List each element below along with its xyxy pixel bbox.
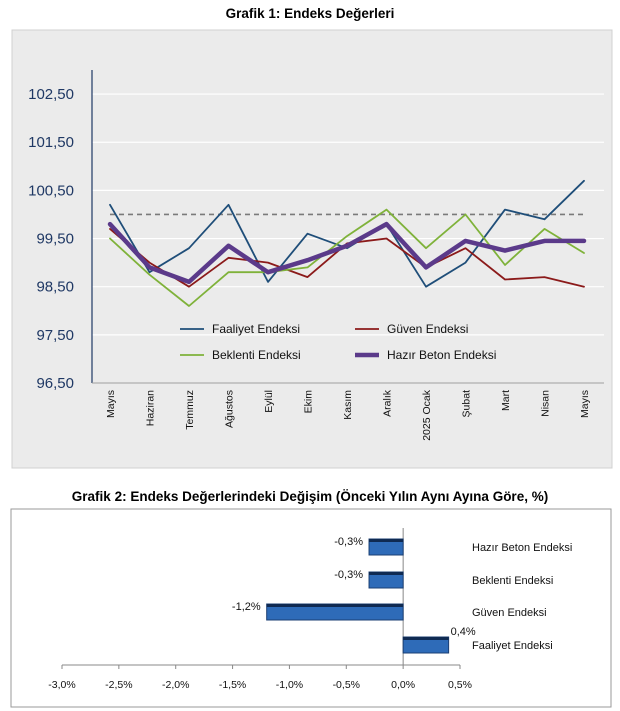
x-tick-label: -0,5%: [333, 679, 360, 691]
series-line-haz-r-beton-endeksi: [107, 221, 587, 285]
x-tick-label: 0,0%: [391, 679, 415, 691]
series-line-faaliyet-endeksi: [109, 179, 585, 288]
x-tick-label: Aralık: [382, 389, 394, 417]
x-tick-label: Şubat: [461, 390, 473, 418]
data-label: -1,2%: [232, 601, 261, 613]
category-label: Faaliyet Endeksi: [472, 640, 553, 652]
line-chart: 96,50 97,50 98,50 99,50 100,50 101,50 102,50 Ma…: [11, 29, 613, 469]
category-label: Beklenti Endeksi: [472, 575, 553, 587]
data-label: 0,4%: [451, 626, 476, 638]
x-tick-label: 2025 Ocak: [421, 389, 433, 441]
legend-label: Güven Endeksi: [387, 322, 468, 336]
y-tick-label: 98,50: [36, 279, 74, 296]
legend-label: Faaliyet Endeksi: [212, 322, 300, 336]
bar-shadow: [403, 637, 449, 640]
y-tick-label: 99,50: [36, 231, 74, 248]
x-tick-label: -1,5%: [219, 679, 246, 691]
legend-label: Hazır Beton Endeksi: [387, 348, 496, 362]
x-tick-label: -1,0%: [276, 679, 303, 691]
x-tick-label: -2,0%: [162, 679, 189, 691]
x-tick-label: Haziran: [145, 390, 157, 426]
category-label: Güven Endeksi: [472, 607, 547, 619]
bar-shadow: [369, 572, 404, 575]
x-tick-label: 0,5%: [448, 679, 472, 691]
x-tick-label: Nisan: [540, 390, 552, 417]
x-tick-label: -2,5%: [105, 679, 132, 691]
data-label: -0,3%: [334, 569, 363, 581]
x-tick-label: Mayıs: [579, 390, 591, 418]
y-tick-label: 100,50: [28, 182, 74, 199]
x-tick-label: Ağustos: [224, 390, 236, 428]
category-label: Hazır Beton Endeksi: [472, 542, 572, 554]
x-tick-label: Kasım: [342, 390, 354, 420]
series-line-beklenti-endeksi: [109, 208, 585, 307]
x-tick-label: Eylül: [263, 390, 275, 413]
y-tick-label: 96,50: [36, 375, 74, 392]
chart1-title: Grafik 1: Endeks Değerleri: [225, 6, 395, 21]
chart2-title: Grafik 2: Endeks Değerlerindeki Değişim …: [71, 489, 549, 504]
x-tick-label: Ekim: [303, 390, 315, 414]
x-tick-label: Mart: [500, 390, 512, 411]
bar-shadow: [266, 604, 404, 607]
x-tick-label: -3,0%: [48, 679, 75, 691]
x-tick-label: Temmuz: [184, 390, 196, 430]
legend-label: Beklenti Endeksi: [212, 348, 301, 362]
y-tick-label: 101,50: [28, 134, 74, 151]
data-label: -0,3%: [334, 536, 363, 548]
x-tick-label: Mayıs: [105, 390, 117, 418]
y-tick-label: 97,50: [36, 327, 74, 344]
y-tick-label: 102,50: [28, 86, 74, 103]
bar-shadow: [369, 539, 404, 542]
